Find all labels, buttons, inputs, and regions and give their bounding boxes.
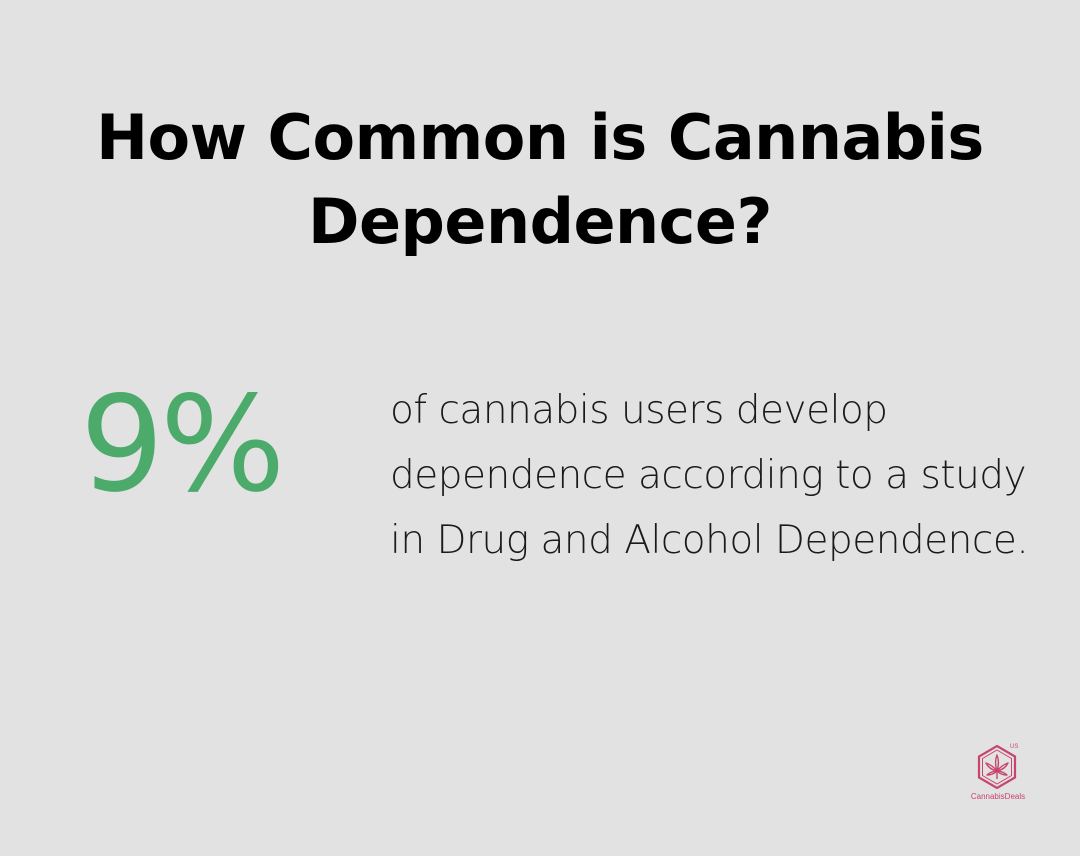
- cannabis-leaf-hexagon-icon: [977, 744, 1017, 790]
- stat-percentage: 9%: [80, 368, 285, 522]
- page-title: How Common is Cannabis Dependence?: [96, 101, 984, 258]
- logo-wordmark: CannabisDeals: [970, 792, 1026, 801]
- brand-logo: US CannabisDeals: [958, 744, 1038, 806]
- logo-badge: US: [1010, 744, 1019, 750]
- stat-description: of cannabis users develop dependence acc…: [390, 388, 1029, 563]
